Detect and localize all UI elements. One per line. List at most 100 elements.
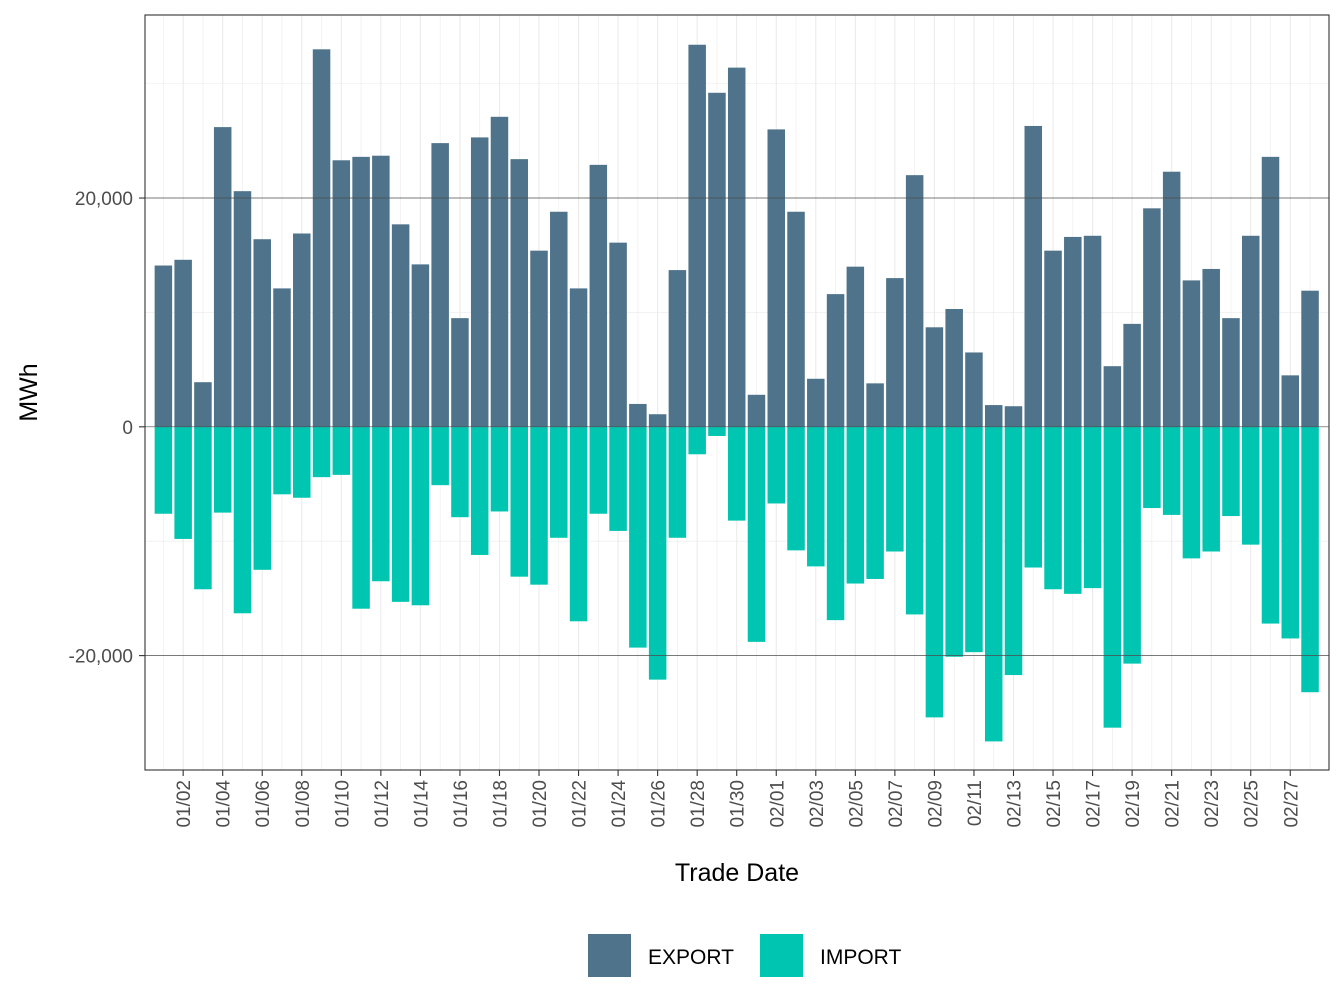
bar-import-01-28 <box>688 426 706 455</box>
bar-import-01-30 <box>727 426 746 521</box>
x-tick-label: 01/08 <box>293 780 314 828</box>
bar-import-01-18 <box>490 426 509 512</box>
x-tick-label: 02/27 <box>1281 780 1302 828</box>
bar-export-01-05 <box>233 191 252 427</box>
bar-import-02-04 <box>826 426 845 621</box>
x-tick-label: 01/20 <box>530 780 551 828</box>
bar-import-02-22 <box>1182 426 1201 559</box>
x-tick-label: 02/15 <box>1044 780 1065 828</box>
bar-import-02-02 <box>787 426 805 551</box>
bar-export-02-01 <box>767 129 786 427</box>
bar-import-01-22 <box>569 426 588 622</box>
bar-export-01-22 <box>569 288 588 427</box>
bar-export-01-15 <box>431 143 449 427</box>
bar-import-02-21 <box>1162 426 1181 515</box>
bar-export-01-03 <box>194 382 212 427</box>
bar-export-02-19 <box>1123 323 1141 427</box>
bar-export-02-04 <box>826 294 845 427</box>
bar-export-01-01 <box>154 265 173 427</box>
bar-export-01-13 <box>391 224 410 427</box>
bar-export-01-19 <box>510 159 528 427</box>
bar-import-02-03 <box>807 426 825 567</box>
bar-import-01-07 <box>273 426 291 495</box>
bar-import-02-17 <box>1083 426 1102 589</box>
x-tick-label: 01/18 <box>490 780 511 828</box>
bar-export-02-09 <box>925 327 944 427</box>
bar-import-01-26 <box>648 426 667 680</box>
bar-export-01-09 <box>312 49 331 427</box>
bar-export-01-12 <box>372 155 390 427</box>
bar-import-02-14 <box>1024 426 1043 568</box>
bar-import-02-15 <box>1044 426 1062 590</box>
bar-export-02-02 <box>787 211 805 427</box>
bar-export-01-30 <box>727 67 746 427</box>
x-tick-label: 02/07 <box>886 780 907 828</box>
bar-export-02-24 <box>1222 318 1240 427</box>
bar-export-02-12 <box>984 405 1003 427</box>
bar-import-01-10 <box>332 426 351 475</box>
bar-import-01-29 <box>708 426 726 436</box>
bar-export-01-21 <box>550 211 568 427</box>
legend-key-export <box>588 934 631 977</box>
bar-import-02-08 <box>905 426 924 615</box>
legend-key-import <box>760 934 803 977</box>
bar-import-02-26 <box>1261 426 1280 624</box>
x-tick-label: 02/19 <box>1123 780 1144 828</box>
bar-import-01-09 <box>312 426 331 478</box>
bar-export-02-03 <box>807 378 825 427</box>
bar-export-02-13 <box>1004 406 1023 427</box>
bar-import-01-19 <box>510 426 528 577</box>
bar-export-02-14 <box>1024 125 1043 427</box>
bar-export-02-15 <box>1044 250 1062 427</box>
x-tick-label: 01/04 <box>214 780 235 828</box>
y-tick-label: 0 <box>122 418 133 439</box>
y-axis: -20,000 0 20,000 <box>69 189 145 668</box>
bar-import-02-25 <box>1241 426 1260 545</box>
bar-export-02-27 <box>1281 375 1300 427</box>
x-tick-label: 02/13 <box>1004 780 1025 828</box>
bar-export-01-27 <box>668 270 687 427</box>
bar-import-01-14 <box>411 426 430 606</box>
bar-export-01-29 <box>708 92 726 427</box>
bar-import-01-04 <box>213 426 232 513</box>
bar-import-02-13 <box>1004 426 1023 676</box>
bar-import-01-27 <box>668 426 687 538</box>
bar-export-01-14 <box>411 264 430 427</box>
legend: EXPORT IMPORT <box>588 934 901 977</box>
bar-import-01-23 <box>589 426 608 514</box>
bar-import-01-25 <box>629 426 647 648</box>
bar-import-02-20 <box>1143 426 1161 509</box>
bar-import-02-19 <box>1123 426 1141 664</box>
bar-import-01-31 <box>747 426 766 642</box>
x-tick-label: 02/05 <box>846 780 867 828</box>
bar-export-02-10 <box>945 308 963 427</box>
panel-border <box>144 14 1330 771</box>
x-tick-label: 02/11 <box>965 780 986 826</box>
bar-import-01-13 <box>391 426 410 602</box>
bar-export-02-06 <box>866 383 884 427</box>
bar-import-02-23 <box>1202 426 1220 552</box>
bar-import-02-09 <box>925 426 944 718</box>
bar-export-01-17 <box>470 137 489 427</box>
bar-export-01-24 <box>609 242 627 427</box>
x-tick-label: 02/09 <box>925 780 946 828</box>
bar-export-02-08 <box>905 175 924 427</box>
x-tick-label: 02/01 <box>767 780 788 828</box>
bar-import-01-20 <box>530 426 548 585</box>
bar-export-01-10 <box>332 160 351 427</box>
bar-export-01-06 <box>253 239 271 427</box>
bar-import-01-11 <box>352 426 370 609</box>
bar-import-02-24 <box>1222 426 1240 517</box>
x-tick-label: 02/17 <box>1084 780 1105 828</box>
bar-import-01-16 <box>451 426 469 518</box>
bar-export-01-02 <box>174 259 192 427</box>
x-axis: 01/02 01/04 01/06 01/08 01/10 01/12 01/14 01/16… <box>174 770 1302 828</box>
x-tick-label: 01/14 <box>411 780 432 828</box>
bar-export-02-05 <box>846 266 865 427</box>
y-tick-label: 20,000 <box>75 189 133 210</box>
bar-export-01-20 <box>530 250 548 427</box>
bar-export-01-04 <box>213 127 232 427</box>
bar-import-02-27 <box>1281 426 1300 639</box>
bar-import-01-12 <box>372 426 390 582</box>
